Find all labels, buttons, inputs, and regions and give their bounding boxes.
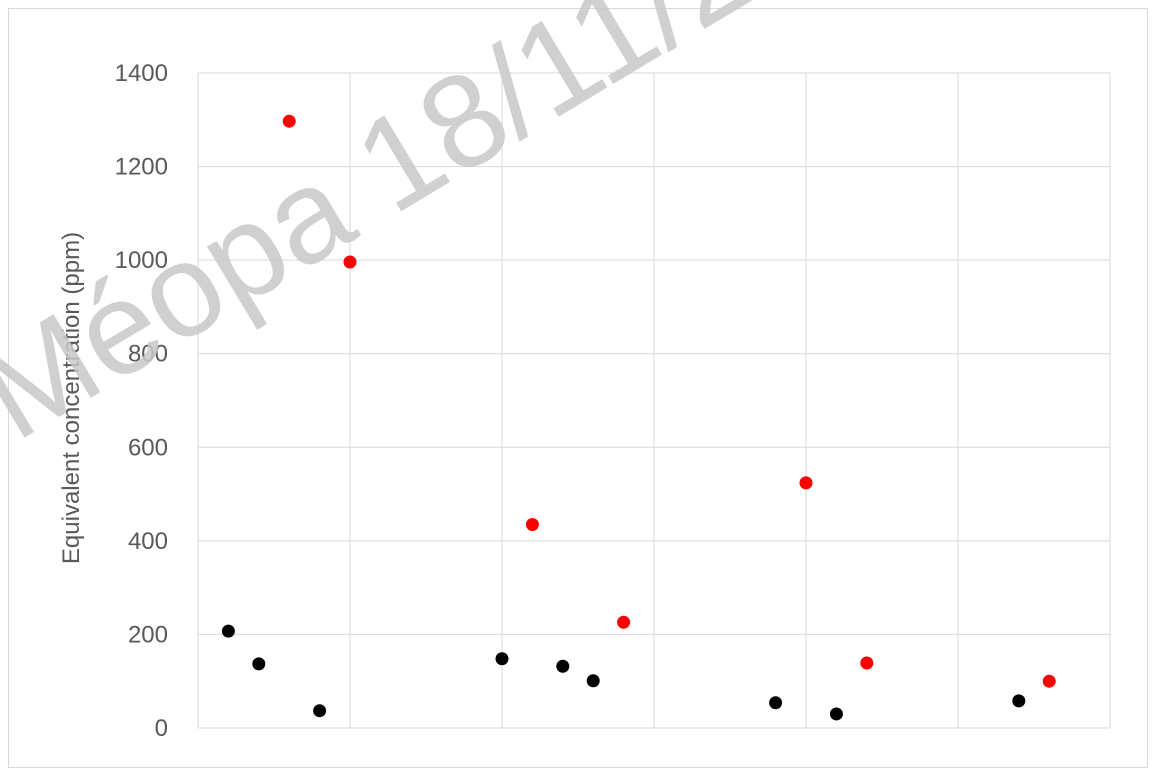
data-point xyxy=(282,114,296,128)
data-point xyxy=(799,476,813,490)
data-point xyxy=(252,657,266,671)
data-point xyxy=(1012,694,1026,708)
y-tick-label: 600 xyxy=(128,434,168,461)
data-point xyxy=(586,674,600,688)
y-tick-label: 800 xyxy=(128,341,168,368)
data-point xyxy=(860,656,874,670)
gridlines xyxy=(197,72,1111,729)
data-points xyxy=(221,114,1056,721)
data-point xyxy=(769,696,783,710)
data-point xyxy=(525,517,539,531)
data-point xyxy=(221,624,235,638)
y-tick-label: 1400 xyxy=(115,60,168,87)
y-tick-label: 0 xyxy=(155,715,168,742)
data-point xyxy=(1042,674,1056,688)
data-point xyxy=(829,707,843,721)
y-tick-label: 200 xyxy=(128,621,168,648)
data-point xyxy=(617,615,631,629)
data-point xyxy=(343,255,357,269)
y-tick-label: 400 xyxy=(128,528,168,555)
y-axis-title: Equivalent concentration (ppm) xyxy=(58,232,85,564)
y-tick-label: 1000 xyxy=(115,247,168,274)
y-tick-label: 1200 xyxy=(115,154,168,181)
data-point xyxy=(313,704,327,718)
data-point xyxy=(556,659,570,673)
y-tick-labels: 0 200 400 600 800 1000 1200 1400 xyxy=(115,60,168,742)
data-point xyxy=(495,652,509,666)
